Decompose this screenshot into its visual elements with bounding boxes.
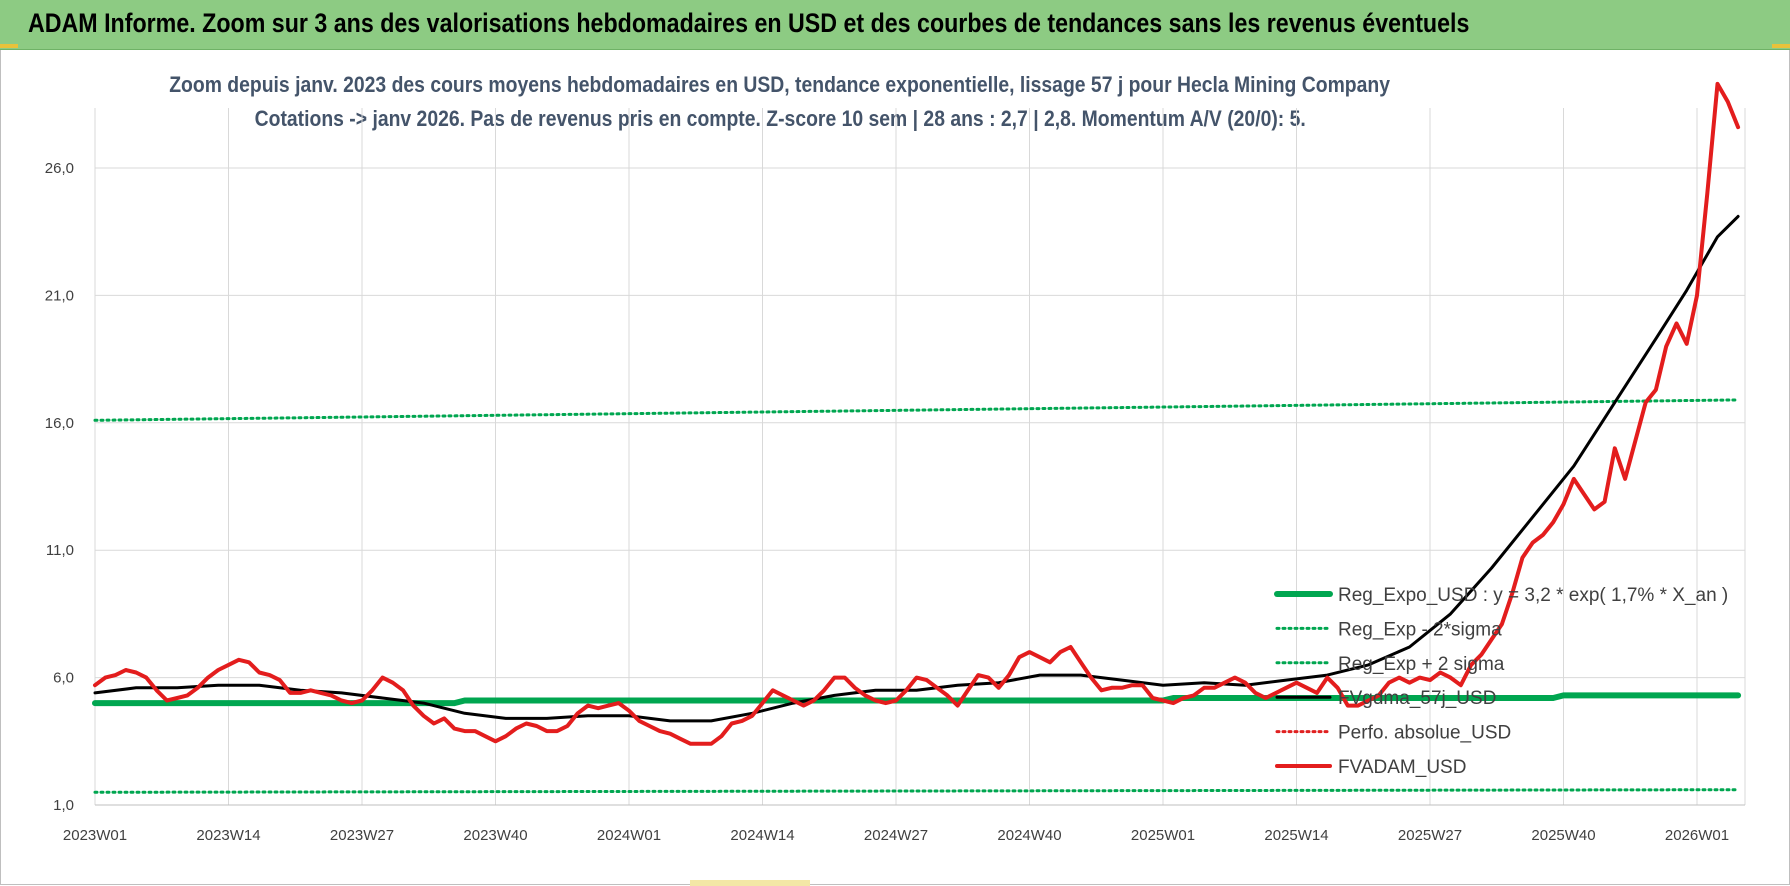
x-tick-label: 2023W27 (330, 827, 394, 844)
legend-label-2: Reg_Exp + 2 sigma (1338, 654, 1505, 675)
legend-label-3: FVgdma_57j_USD (1338, 688, 1496, 709)
series-layer (92, 81, 1742, 794)
series-line-2 (93, 398, 1740, 422)
x-axis: 2023W01 2023W14 2023W27 2023W40 2024W01 2024W… (63, 827, 1729, 844)
x-tick-label: 2023W40 (463, 827, 527, 844)
header-banner: ADAM Informe. Zoom sur 3 ans des valoris… (0, 0, 1790, 50)
y-tick-label: 26,0 (45, 160, 74, 177)
series-line-3 (93, 214, 1740, 723)
legend: Reg_Expo_USD : y = 3,2 * exp( 1,7% * X_a… (1274, 585, 1728, 778)
legend-label-1: Reg_Exp - 2*sigma (1338, 619, 1502, 640)
series-line-0 (92, 692, 1742, 707)
y-axis: 1,0 6,0 11,0 16,0 21,0 26,0 (45, 160, 74, 814)
x-tick-label: 2024W27 (864, 827, 928, 844)
legend-label-0: Reg_Expo_USD : y = 3,2 * exp( 1,7% * X_a… (1338, 585, 1728, 606)
banner-accent-left (0, 44, 18, 48)
y-tick-label: 1,0 (53, 797, 74, 814)
chart-title: Zoom depuis janv. 2023 des cours moyens … (169, 72, 1391, 97)
x-tick-label: 2023W14 (196, 827, 260, 844)
gridlines (94, 108, 1746, 806)
chart-subtitle-container: Cotations -> janv 2026. Pas de revenus p… (0, 106, 1560, 132)
scroll-indicator (690, 880, 810, 886)
x-tick-label: 2024W01 (597, 827, 661, 844)
chart-subtitle: Cotations -> janv 2026. Pas de revenus p… (254, 106, 1306, 131)
x-tick-label: 2024W40 (997, 827, 1061, 844)
page-title: ADAM Informe. Zoom sur 3 ans des valoris… (28, 8, 1470, 38)
chart-title-container: Zoom depuis janv. 2023 des cours moyens … (0, 72, 1560, 98)
x-tick-label: 2025W27 (1398, 827, 1462, 844)
y-tick-label: 11,0 (46, 542, 74, 559)
legend-label-4: Perfo. absolue_USD (1338, 723, 1511, 744)
series-line-5 (93, 81, 1741, 746)
y-tick-label: 16,0 (45, 415, 74, 432)
legend-label-5: FVADAM_USD (1338, 757, 1466, 778)
x-tick-label: 2025W14 (1264, 827, 1328, 844)
x-tick-label: 2024W14 (730, 827, 794, 844)
x-tick-label: 2025W40 (1531, 827, 1595, 844)
x-tick-label: 2026W01 (1665, 827, 1729, 844)
y-tick-label: 6,0 (53, 670, 74, 687)
x-tick-label: 2025W01 (1131, 827, 1195, 844)
y-tick-label: 21,0 (45, 287, 74, 304)
x-tick-label: 2023W01 (63, 827, 127, 844)
banner-accent-right (1772, 44, 1790, 48)
series-line-1 (93, 788, 1740, 794)
